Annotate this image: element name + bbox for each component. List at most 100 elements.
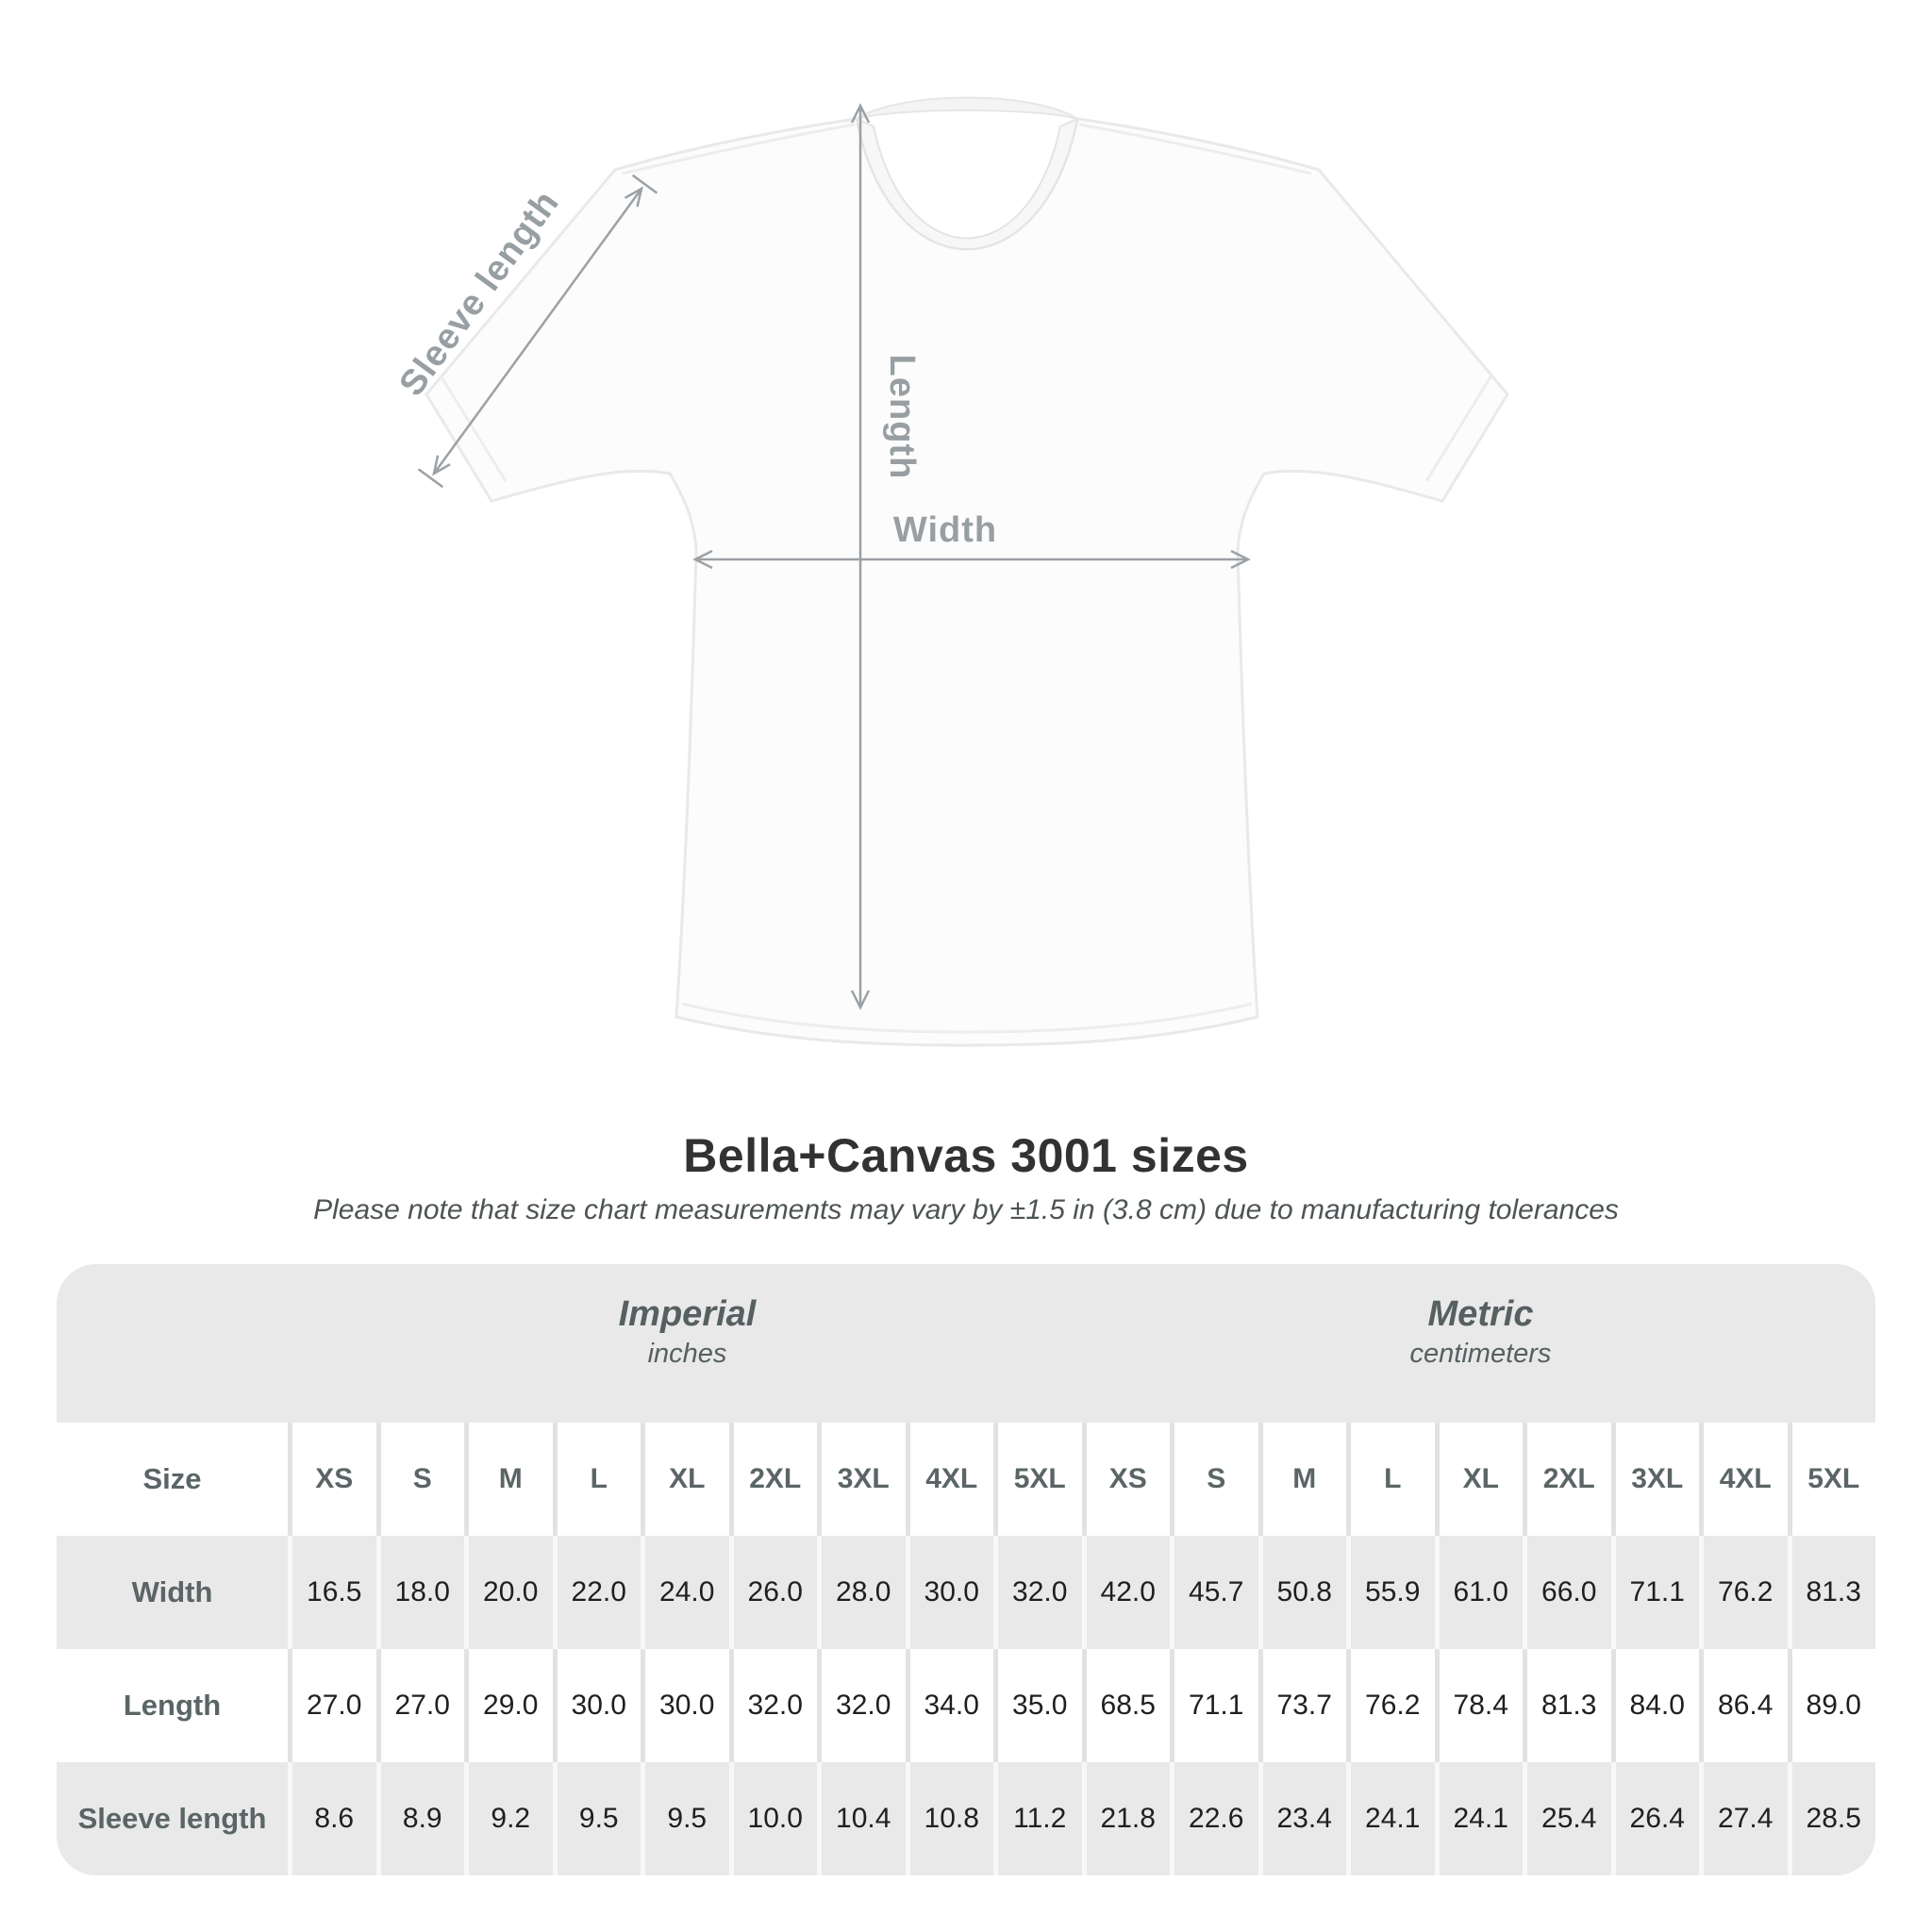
value-cell: 32.0 — [998, 1536, 1082, 1649]
value-cell: 28.0 — [822, 1536, 906, 1649]
unit-group-band: Imperial inches Metric centimeters — [57, 1264, 1875, 1423]
value-cell: 10.8 — [909, 1762, 993, 1875]
size-col-header: L — [557, 1423, 641, 1536]
value-cell: 24.0 — [645, 1536, 729, 1649]
value-cell: 27.0 — [292, 1649, 376, 1762]
width-arrowhead-left — [692, 549, 713, 570]
value-cell: 8.9 — [380, 1762, 464, 1875]
size-col-header: S — [380, 1423, 464, 1536]
width-dimension: Width — [692, 510, 1251, 570]
tshirt-hem-seam — [681, 1002, 1253, 1034]
size-col-header: M — [1262, 1423, 1346, 1536]
value-cell: 78.4 — [1439, 1649, 1523, 1762]
value-cell: 29.0 — [469, 1649, 553, 1762]
sleeve-length-end-tick-bottom — [417, 468, 444, 489]
length-row: Length 27.0 27.0 29.0 30.0 30.0 32.0 32.0 34.0 3… — [57, 1649, 1875, 1762]
sleeve-length-row-label: Sleeve length — [57, 1762, 288, 1875]
value-cell: 61.0 — [1439, 1536, 1523, 1649]
size-col-header: 4XL — [1704, 1423, 1788, 1536]
page-title: Bella+Canvas 3001 sizes — [683, 1129, 1249, 1182]
size-col-header: 2XL — [733, 1423, 817, 1536]
value-cell: 26.4 — [1615, 1762, 1699, 1875]
size-col-header: L — [1351, 1423, 1435, 1536]
tshirt-left-cuff-seam — [439, 375, 508, 482]
value-cell: 9.5 — [557, 1762, 641, 1875]
size-table: Imperial inches Metric centimeters Size … — [57, 1264, 1875, 1875]
size-header-row: Size XS S M L XL 2XL 3XL 4XL 5XL XS S M L XL 2XL 3XL 4XL… — [57, 1423, 1875, 1536]
size-col-header: 2XL — [1527, 1423, 1611, 1536]
value-cell: 23.4 — [1262, 1762, 1346, 1875]
size-col-header: XS — [1086, 1423, 1170, 1536]
size-col-header: 3XL — [1615, 1423, 1699, 1536]
value-cell: 27.4 — [1704, 1762, 1788, 1875]
value-cell: 32.0 — [822, 1649, 906, 1762]
value-cell: 26.0 — [733, 1536, 817, 1649]
value-cell: 35.0 — [998, 1649, 1082, 1762]
size-col-header: 4XL — [909, 1423, 993, 1536]
value-cell: 76.2 — [1704, 1536, 1788, 1649]
sleeve-length-row: Sleeve length 8.6 8.9 9.2 9.5 9.5 10.0 10.4 10.… — [57, 1762, 1875, 1875]
tshirt-illustration — [425, 96, 1509, 1047]
tshirt-back-collar — [856, 96, 1078, 120]
size-corner-label: Size — [57, 1423, 288, 1536]
value-cell: 73.7 — [1262, 1649, 1346, 1762]
width-arrowhead-right — [1230, 549, 1251, 570]
tshirt-collar-band — [855, 117, 1079, 250]
width-row-label: Width — [57, 1536, 288, 1649]
imperial-group-unit: inches — [647, 1339, 727, 1369]
value-cell: 25.4 — [1527, 1762, 1611, 1875]
value-cell: 76.2 — [1351, 1649, 1435, 1762]
value-cell: 9.5 — [645, 1762, 729, 1875]
length-arrowhead-top — [850, 103, 871, 124]
metric-group-unit: centimeters — [1409, 1339, 1552, 1369]
sleeve-length-end-tick-top — [631, 174, 658, 194]
tshirt-body — [425, 117, 1509, 1047]
value-cell: 84.0 — [1615, 1649, 1699, 1762]
value-cell: 32.0 — [733, 1649, 817, 1762]
size-col-header: 3XL — [822, 1423, 906, 1536]
value-cell: 10.4 — [822, 1762, 906, 1875]
value-cell: 28.5 — [1791, 1762, 1875, 1875]
value-cell: 68.5 — [1086, 1649, 1170, 1762]
length-dimension: Length — [850, 103, 922, 1010]
tshirt-measurement-diagram: Sleeve length Length Width — [391, 96, 1509, 1047]
size-col-header: 5XL — [1791, 1423, 1875, 1536]
value-cell: 71.1 — [1174, 1649, 1258, 1762]
value-cell: 27.0 — [380, 1649, 464, 1762]
value-cell: 8.6 — [292, 1762, 376, 1875]
metric-group-title: Metric — [1427, 1294, 1534, 1334]
length-label: Length — [882, 355, 922, 480]
value-cell: 30.0 — [557, 1649, 641, 1762]
value-cell: 30.0 — [645, 1649, 729, 1762]
sleeve-length-arrowhead-top — [624, 186, 643, 208]
value-cell: 21.8 — [1086, 1762, 1170, 1875]
value-cell: 45.7 — [1174, 1536, 1258, 1649]
size-col-header: 5XL — [998, 1423, 1082, 1536]
value-cell: 20.0 — [469, 1536, 553, 1649]
size-col-header: S — [1174, 1423, 1258, 1536]
imperial-group-header: Imperial inches — [292, 1292, 1082, 1372]
value-cell: 22.6 — [1174, 1762, 1258, 1875]
value-cell: 30.0 — [909, 1536, 993, 1649]
page-subtitle: Please note that size chart measurements… — [313, 1194, 1619, 1225]
metric-group-header: Metric centimeters — [1086, 1292, 1875, 1372]
length-row-label: Length — [57, 1649, 288, 1762]
size-col-header: XL — [645, 1423, 729, 1536]
width-row: Width 16.5 18.0 20.0 22.0 24.0 26.0 28.0 30.0 32… — [57, 1536, 1875, 1649]
value-cell: 18.0 — [380, 1536, 464, 1649]
value-cell: 89.0 — [1791, 1649, 1875, 1762]
value-cell: 81.3 — [1791, 1536, 1875, 1649]
value-cell: 71.1 — [1615, 1536, 1699, 1649]
tshirt-right-cuff-seam — [1424, 375, 1493, 482]
size-col-header: XS — [292, 1423, 376, 1536]
value-cell: 9.2 — [469, 1762, 553, 1875]
value-cell: 34.0 — [909, 1649, 993, 1762]
value-cell: 10.0 — [733, 1762, 817, 1875]
imperial-group-title: Imperial — [618, 1294, 757, 1334]
value-cell: 55.9 — [1351, 1536, 1435, 1649]
sleeve-length-arrow-line — [432, 188, 643, 475]
value-cell: 11.2 — [998, 1762, 1082, 1875]
value-cell: 24.1 — [1439, 1762, 1523, 1875]
value-cell: 42.0 — [1086, 1536, 1170, 1649]
